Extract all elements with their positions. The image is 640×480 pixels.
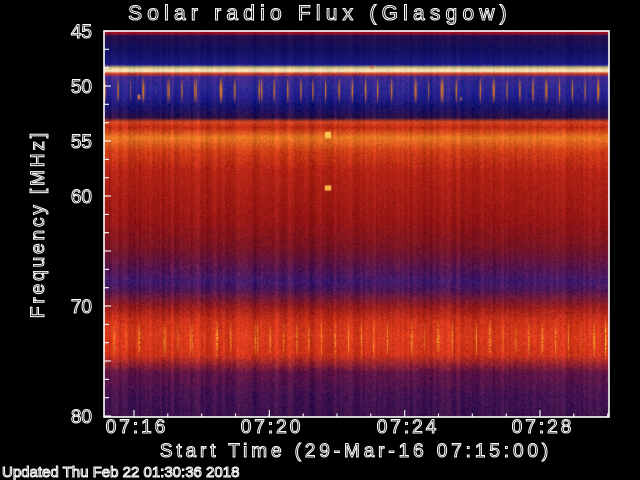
- svg-text:60: 60: [71, 187, 92, 208]
- svg-text:Start Time (29-Mar-16 07:15:00: Start Time (29-Mar-16 07:15:00): [160, 441, 552, 462]
- svg-text:55: 55: [71, 132, 92, 153]
- svg-text:Frequency [MHz]: Frequency [MHz]: [28, 130, 49, 318]
- svg-text:Solar radio Flux (Glasgow): Solar radio Flux (Glasgow): [128, 2, 512, 25]
- svg-text:80: 80: [71, 407, 92, 428]
- svg-text:50: 50: [71, 77, 92, 98]
- svg-text:07:16: 07:16: [106, 417, 169, 438]
- svg-text:45: 45: [71, 22, 92, 43]
- svg-text:Updated Thu Feb 22 01:30:36 20: Updated Thu Feb 22 01:30:36 2018: [2, 464, 239, 480]
- svg-text:07:24: 07:24: [377, 417, 440, 438]
- svg-text:70: 70: [71, 297, 92, 318]
- svg-text:07:28: 07:28: [512, 417, 575, 438]
- svg-text:07:20: 07:20: [241, 417, 304, 438]
